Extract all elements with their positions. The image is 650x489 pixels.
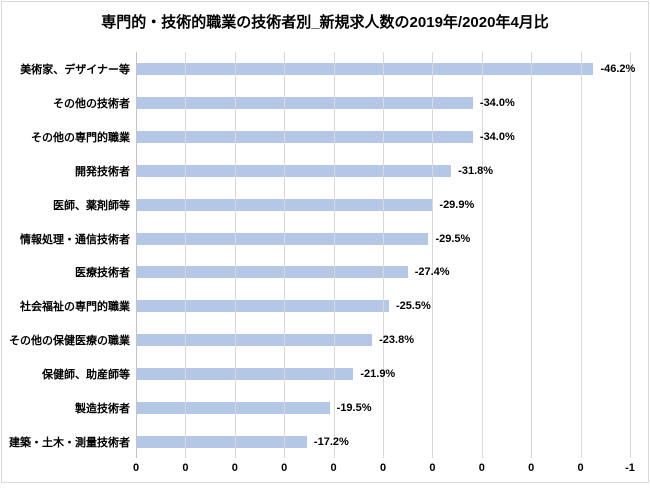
value-label: -19.5% [336, 402, 372, 415]
plot-area [136, 52, 631, 458]
category-label: 医師、薬剤師等 [53, 199, 130, 212]
y-axis-line [136, 52, 137, 458]
value-label: -46.2% [600, 62, 636, 75]
category-label: その他の技術者 [53, 97, 130, 110]
category-label: 社会福祉の専門的職業 [20, 301, 130, 314]
bar [137, 96, 473, 109]
category-label: その他の専門的職業 [31, 131, 130, 144]
gridline [284, 52, 286, 458]
x-axis-tick-label: 0 [281, 462, 288, 474]
bar [137, 164, 452, 177]
x-axis-tick-label: 0 [330, 462, 337, 474]
gridline [630, 52, 631, 458]
bar-row: 社会福祉の専門的職業 -25.5% [0, 289, 650, 323]
bar [137, 334, 373, 347]
category-label: 保健師、助産師等 [42, 369, 130, 382]
bar-row: 開発技術者 -31.8% [0, 154, 650, 188]
x-axis-tick-label: 0 [429, 462, 436, 474]
bar-row: 医療技術者 -27.4% [0, 256, 650, 290]
value-label: -34.0% [479, 130, 515, 143]
gridline [580, 52, 582, 458]
x-axis-tick-label: 0 [577, 462, 584, 474]
gridline [432, 52, 434, 458]
bar [137, 436, 307, 449]
bar [137, 266, 408, 279]
gridline [333, 52, 335, 458]
bar [137, 402, 330, 415]
value-label: -29.5% [435, 232, 471, 245]
category-label: 情報処理・通信技術者 [20, 233, 130, 246]
bar-row: 保健師、助産師等 -21.9% [0, 357, 650, 391]
x-axis-tick-label: 0 [528, 462, 535, 474]
bar-row: その他の専門的職業 -34.0% [0, 120, 650, 154]
bar-row: 製造技術者 -19.5% [0, 391, 650, 425]
gridline [531, 52, 533, 458]
x-axis: 0 0 0 0 0 0 0 0 0 0 -1 [132, 462, 635, 478]
category-label: その他の保健医療の職業 [9, 335, 130, 348]
bar [137, 368, 354, 381]
category-label: 建築・土木・測量技術者 [9, 437, 130, 450]
bar [137, 300, 389, 313]
value-label: -29.9% [439, 198, 475, 211]
x-axis-tick-label: 0 [132, 462, 140, 474]
category-label: 開発技術者 [75, 165, 130, 178]
bar [137, 130, 473, 143]
gridline [383, 52, 384, 458]
x-axis-tick-label: 0 [478, 462, 485, 474]
x-axis-tick-label: 0 [231, 462, 238, 474]
bar-row: その他の保健医療の職業 -23.8% [0, 323, 650, 357]
gridline [481, 52, 483, 458]
category-label: 医療技術者 [75, 267, 130, 280]
value-label: -27.4% [414, 266, 450, 279]
bar-row: その他の技術者 -34.0% [0, 86, 650, 120]
x-axis-tick-label: -1 [625, 462, 635, 474]
bar [137, 62, 594, 75]
value-label: -23.8% [379, 334, 414, 347]
bar-row: 美術家、デザイナー等 -46.2% [0, 52, 650, 86]
value-label: -31.8% [458, 164, 494, 177]
bar-row: 情報処理・通信技術者 -29.5% [0, 222, 650, 256]
x-axis-tick-label: 0 [379, 462, 387, 474]
gridline [234, 52, 236, 458]
bar [137, 232, 429, 245]
bar-row: 建築・土木・測量技術者 -17.2% [0, 425, 650, 459]
chart-title: 専門的・技術的職業の技術者別_新規求人数の2019年/2020年4月比 [101, 14, 549, 31]
value-label: -17.2% [313, 436, 349, 449]
gridline [185, 52, 187, 458]
x-axis-tick-label: 0 [182, 462, 189, 474]
category-label: 製造技術者 [75, 403, 130, 416]
value-label: -25.5% [395, 300, 431, 313]
category-label: 美術家、デザイナー等 [20, 63, 130, 76]
value-label: -21.9% [360, 368, 396, 381]
value-label: -34.0% [479, 96, 515, 109]
